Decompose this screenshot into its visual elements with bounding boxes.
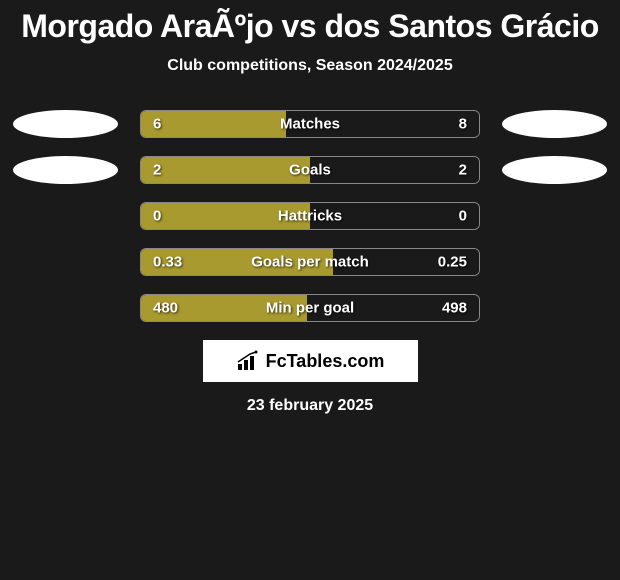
stat-row: 0 0 Hattricks — [0, 202, 620, 230]
player-left-ellipse — [13, 110, 118, 138]
subtitle: Club competitions, Season 2024/2025 — [0, 57, 620, 75]
player-right-ellipse — [502, 156, 607, 184]
page-title: Morgado AraÃºjo vs dos Santos Grácio — [0, 8, 620, 45]
badge-text: FcTables.com — [266, 351, 385, 372]
stat-value-left: 0 — [153, 208, 161, 225]
fctables-badge: FcTables.com — [203, 340, 418, 382]
stat-value-right: 498 — [442, 300, 467, 317]
stats-area: 6 8 Matches 2 2 Goals 0 0 Hattricks 0.33 0.25 Goals… — [0, 110, 620, 322]
stat-value-left: 480 — [153, 300, 178, 317]
stat-bar: 0.33 0.25 Goals per match — [140, 248, 480, 276]
bar-right-fill — [310, 157, 479, 183]
stat-value-left: 6 — [153, 116, 161, 133]
bar-chart-icon — [236, 350, 260, 372]
stat-label: Matches — [280, 116, 340, 133]
stat-bar: 0 0 Hattricks — [140, 202, 480, 230]
stat-value-right: 0 — [459, 208, 467, 225]
stat-value-left: 2 — [153, 162, 161, 179]
stat-value-right: 8 — [459, 116, 467, 133]
stat-value-left: 0.33 — [153, 254, 182, 271]
bar-left-fill — [141, 157, 310, 183]
stat-bar: 480 498 Min per goal — [140, 294, 480, 322]
stat-label: Min per goal — [266, 300, 354, 317]
stat-row: 480 498 Min per goal — [0, 294, 620, 322]
comparison-widget: Morgado AraÃºjo vs dos Santos Grácio Clu… — [0, 0, 620, 415]
stat-bar: 2 2 Goals — [140, 156, 480, 184]
stat-value-right: 0.25 — [438, 254, 467, 271]
stat-label: Hattricks — [278, 208, 342, 225]
player-left-ellipse — [13, 156, 118, 184]
stat-row: 0.33 0.25 Goals per match — [0, 248, 620, 276]
bar-left-fill — [141, 111, 286, 137]
stat-label: Goals per match — [251, 254, 369, 271]
stat-label: Goals — [289, 162, 331, 179]
player-right-ellipse — [502, 110, 607, 138]
stat-value-right: 2 — [459, 162, 467, 179]
stat-bar: 6 8 Matches — [140, 110, 480, 138]
stat-row: 2 2 Goals — [0, 156, 620, 184]
date-text: 23 february 2025 — [0, 397, 620, 415]
stat-row: 6 8 Matches — [0, 110, 620, 138]
